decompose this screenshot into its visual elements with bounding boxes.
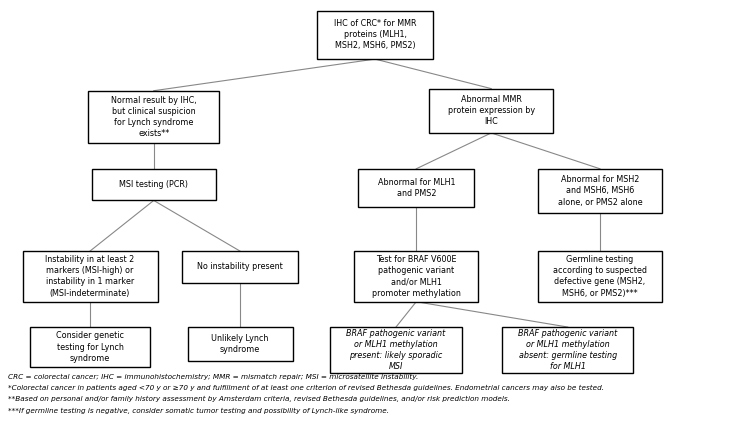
Text: **Based on personal and/or family history assessment by Amsterdam criteria, revi: **Based on personal and/or family histor… bbox=[8, 396, 509, 402]
Text: BRAF pathogenic variant
or MLH1 methylation
absent: germline testing
for MLH1: BRAF pathogenic variant or MLH1 methylat… bbox=[518, 329, 617, 371]
Text: Instability in at least 2
markers (MSI-high) or
instability in 1 marker
(MSI-ind: Instability in at least 2 markers (MSI-h… bbox=[45, 255, 135, 298]
FancyBboxPatch shape bbox=[354, 251, 478, 302]
FancyBboxPatch shape bbox=[88, 91, 219, 143]
Text: Abnormal for MLH1
and PMS2: Abnormal for MLH1 and PMS2 bbox=[377, 178, 455, 198]
FancyBboxPatch shape bbox=[538, 251, 662, 302]
FancyBboxPatch shape bbox=[92, 169, 216, 200]
Text: Germline testing
according to suspected
defective gene (MSH2,
MSH6, or PMS2)***: Germline testing according to suspected … bbox=[553, 255, 647, 298]
Text: *Colorectal cancer in patients aged <70 y or ≥70 y and fulfillment of at least o: *Colorectal cancer in patients aged <70 … bbox=[8, 385, 604, 391]
Text: Abnormal for MSH2
and MSH6, MSH6
alone, or PMS2 alone: Abnormal for MSH2 and MSH6, MSH6 alone, … bbox=[558, 176, 642, 206]
Text: CRC = colorectal cancer; IHC = immunohistochemistry; MMR = mismatch repair; MSI : CRC = colorectal cancer; IHC = immunohis… bbox=[8, 373, 418, 379]
FancyBboxPatch shape bbox=[429, 89, 553, 133]
FancyBboxPatch shape bbox=[538, 169, 662, 213]
Text: No instability present: No instability present bbox=[197, 262, 283, 271]
FancyBboxPatch shape bbox=[22, 251, 158, 302]
FancyBboxPatch shape bbox=[316, 11, 434, 59]
FancyBboxPatch shape bbox=[503, 327, 633, 373]
Text: Normal result by IHC,
but clinical suspicion
for Lynch syndrome
exists**: Normal result by IHC, but clinical suspi… bbox=[111, 96, 196, 138]
Text: Test for BRAF V600E
pathogenic variant
and/or MLH1
promoter methylation: Test for BRAF V600E pathogenic variant a… bbox=[372, 255, 460, 298]
FancyBboxPatch shape bbox=[358, 169, 475, 207]
Text: Consider genetic
testing for Lynch
syndrome: Consider genetic testing for Lynch syndr… bbox=[56, 332, 124, 362]
FancyBboxPatch shape bbox=[188, 327, 292, 361]
Text: BRAF pathogenic variant
or MLH1 methylation
present: likely sporadic
MSI: BRAF pathogenic variant or MLH1 methylat… bbox=[346, 329, 445, 371]
Text: ***If germline testing is negative, consider somatic tumor testing and possibili: ***If germline testing is negative, cons… bbox=[8, 408, 388, 414]
Text: IHC of CRC* for MMR
proteins (MLH1,
MSH2, MSH6, PMS2): IHC of CRC* for MMR proteins (MLH1, MSH2… bbox=[334, 19, 416, 50]
Text: Abnormal MMR
protein expression by
IHC: Abnormal MMR protein expression by IHC bbox=[448, 95, 535, 126]
FancyBboxPatch shape bbox=[330, 327, 461, 373]
FancyBboxPatch shape bbox=[30, 327, 150, 367]
Text: MSI testing (PCR): MSI testing (PCR) bbox=[119, 180, 188, 189]
FancyBboxPatch shape bbox=[182, 251, 298, 283]
Text: Unlikely Lynch
syndrome: Unlikely Lynch syndrome bbox=[211, 334, 268, 354]
